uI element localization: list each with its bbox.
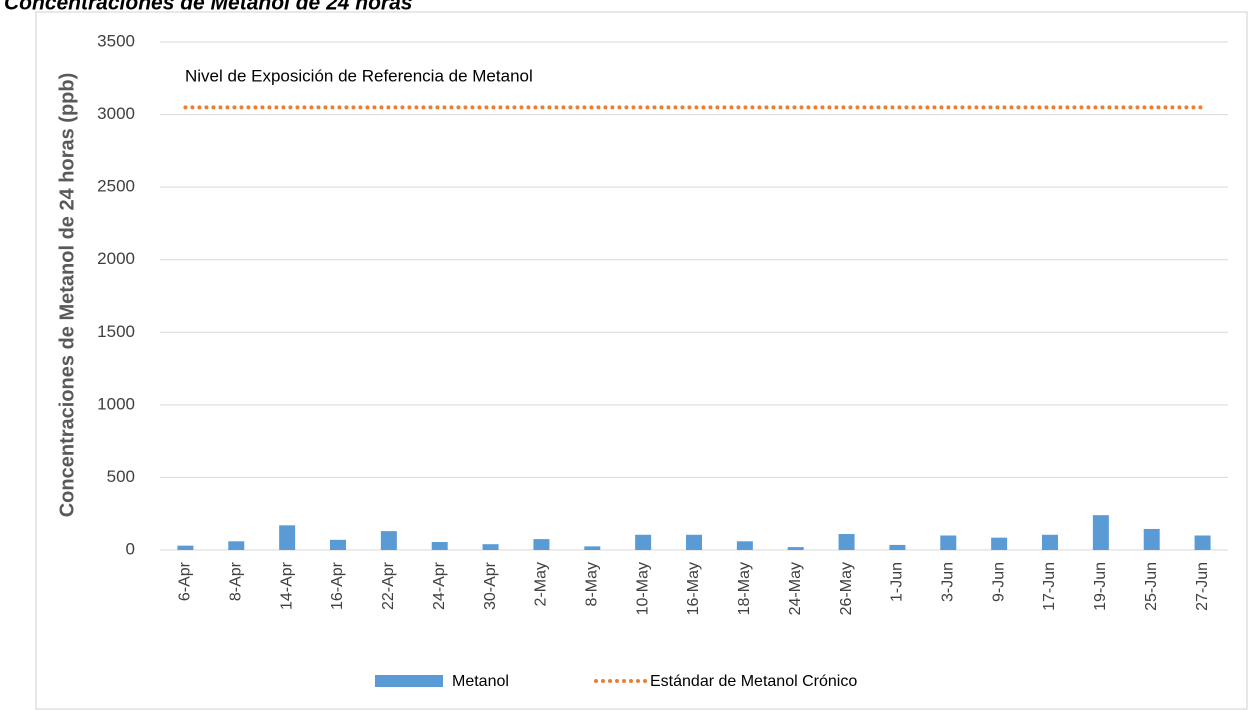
x-tick-label: 25-Jun [1143, 562, 1160, 611]
x-tick-label: 2-May [533, 562, 550, 606]
x-tick-label: 24-Apr [431, 561, 448, 610]
bar [177, 545, 194, 550]
bar [533, 539, 550, 550]
legend-label: Estándar de Metanol Crónico [650, 673, 857, 690]
bar [787, 547, 804, 550]
y-tick-label: 2500 [97, 177, 135, 196]
legend-label: Metanol [452, 673, 509, 690]
bar [889, 544, 906, 550]
bar [1092, 515, 1109, 550]
y-tick-label: 2000 [97, 249, 135, 268]
x-tick-label: 6-Apr [177, 561, 194, 601]
bar [228, 541, 245, 550]
bar [940, 535, 957, 550]
y-tick-label: 0 [126, 539, 135, 558]
bar [584, 546, 601, 550]
chart-frame [35, 11, 1248, 710]
x-tick-label: 30-Apr [482, 561, 499, 610]
x-tick-label: 9-Jun [990, 562, 1007, 602]
x-tick-label: 18-May [736, 562, 753, 615]
x-tick-label: 26-May [838, 562, 855, 615]
x-tick-label: 14-Apr [278, 561, 295, 610]
y-tick-label: 3000 [97, 104, 135, 123]
y-axis-label: Concentraciones de Metanol de 24 horas (… [56, 73, 78, 518]
annotation: Nivel de Exposición de Referencia de Met… [185, 66, 533, 85]
y-tick-label: 3500 [97, 31, 135, 50]
x-tick-label: 16-Apr [329, 561, 346, 610]
y-tick-label: 1000 [97, 394, 135, 413]
bar [431, 542, 448, 550]
x-tick-label: 10-May [634, 562, 651, 615]
bar [991, 537, 1008, 550]
x-tick-label: 3-Jun [940, 562, 957, 602]
x-tick-label: 8-May [584, 562, 601, 606]
y-tick-label: 500 [107, 467, 135, 486]
bar [1194, 535, 1211, 550]
x-tick-label: 24-May [787, 562, 804, 615]
bar [330, 539, 346, 550]
x-tick-label: 19-Jun [1092, 562, 1109, 611]
legend-swatch [375, 675, 443, 687]
bar [482, 544, 499, 550]
bar [838, 534, 855, 550]
x-tick-label: 22-Apr [380, 561, 397, 610]
bar [380, 531, 397, 550]
x-tick-label: 17-Jun [1041, 562, 1058, 611]
bar [736, 541, 753, 550]
bar [1042, 534, 1058, 550]
x-tick-label: 1-Jun [889, 562, 906, 602]
bar [279, 525, 296, 550]
y-tick-label: 1500 [97, 322, 135, 341]
bar [686, 534, 702, 550]
x-tick-label: 16-May [685, 562, 702, 615]
bar [1143, 528, 1160, 550]
x-tick-label: 27-Jun [1194, 562, 1211, 611]
bar [635, 534, 652, 550]
chart-title: Concentraciones de Metanol de 24 horas [4, 0, 412, 15]
x-tick-label: 8-Apr [228, 561, 245, 601]
